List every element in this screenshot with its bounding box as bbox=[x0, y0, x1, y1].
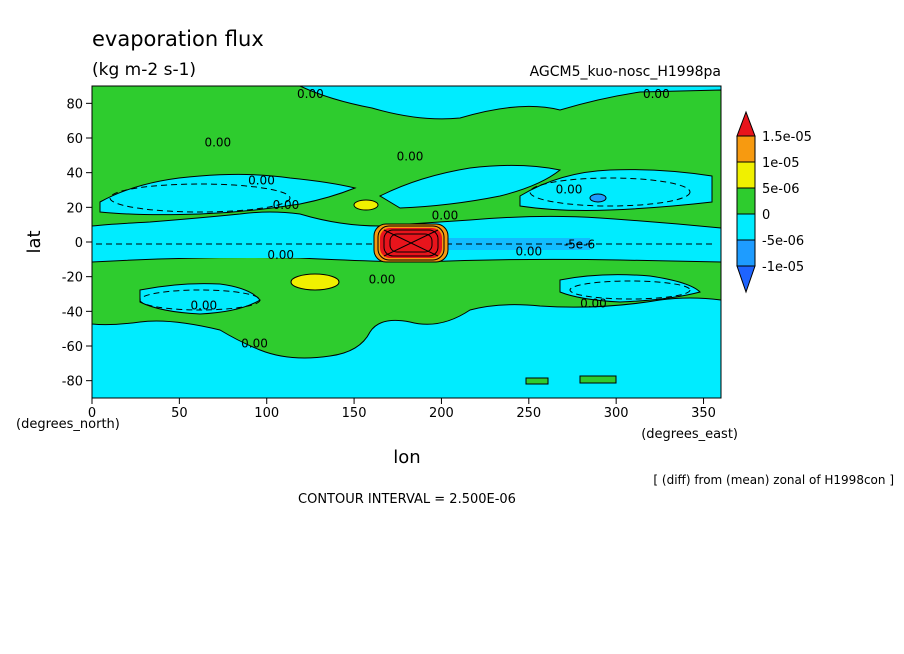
chart-title: evaporation flux bbox=[92, 27, 264, 51]
anomaly-contours bbox=[377, 225, 445, 261]
yellow-patch-south bbox=[290, 273, 340, 291]
contour-label-10: -5e-6 bbox=[564, 238, 595, 252]
y-tick-label-7: -60 bbox=[62, 340, 83, 355]
cyan-patch-nw bbox=[99, 173, 357, 216]
cyan-patch-ne bbox=[519, 169, 713, 211]
colorbar-swatch-orange bbox=[736, 135, 756, 163]
colorbar-label-1: 1e-05 bbox=[762, 156, 800, 171]
colorbar-label-4: -5e-06 bbox=[762, 234, 804, 249]
contour-label-0: 0.00 bbox=[297, 87, 324, 101]
yellow-patch-north bbox=[353, 199, 379, 211]
contour-label-5: 0.00 bbox=[556, 182, 583, 196]
contour-label-11: 0.00 bbox=[369, 272, 396, 286]
y-axis-label: lat bbox=[24, 230, 45, 253]
x-tick-label-7: 350 bbox=[691, 406, 716, 421]
green-patch-south-1 bbox=[525, 377, 549, 385]
cyan-patch-se bbox=[559, 274, 701, 303]
y-tick-label-1: 60 bbox=[66, 132, 83, 147]
y-axis: 80 60 40 20 0 -20 -40 -60 -80 bbox=[62, 97, 92, 390]
y-tick-label-5: -20 bbox=[62, 271, 83, 286]
cyan-patch-north-central bbox=[378, 164, 562, 209]
x-tick-label-5: 250 bbox=[516, 406, 541, 421]
contour-interval: CONTOUR INTERVAL = 2.500E-06 bbox=[298, 492, 516, 507]
x-tick-label-6: 300 bbox=[604, 406, 629, 421]
y-tick-label-4: 0 bbox=[75, 236, 83, 251]
colorbar-label-0: 1.5e-05 bbox=[762, 130, 812, 145]
negative-contours bbox=[109, 177, 691, 311]
diff-annotation: [ (diff) from (mean) zonal of H1998con ] bbox=[653, 473, 894, 487]
colorbar-swatch-cyan bbox=[736, 213, 756, 241]
contour-label-3: 0.00 bbox=[397, 149, 424, 163]
contour-label-14: 0.00 bbox=[241, 337, 268, 351]
colorbar-swatch-green bbox=[736, 187, 756, 215]
colorbar-swatch-yellow bbox=[736, 161, 756, 189]
y-tick-label-8: -80 bbox=[62, 375, 83, 390]
contour-label-12: 0.00 bbox=[190, 298, 217, 312]
x-tick-label-4: 200 bbox=[429, 406, 454, 421]
equatorial-blue-strip bbox=[440, 238, 590, 250]
contour-label-8: 0.00 bbox=[267, 248, 294, 262]
contour-label-2: 0.00 bbox=[204, 135, 231, 149]
y-unit-label: (degrees_north) bbox=[16, 417, 120, 432]
plot-area: 0.00 0.00 0.00 0.00 0.00 0.00 0.00 0.00 0.00 0.00… bbox=[92, 86, 721, 398]
colorbar-swatch-blue bbox=[736, 239, 756, 267]
x-axis: 0 50 100 150 200 250 300 350 bbox=[88, 398, 716, 421]
contour-label-7: 0.00 bbox=[432, 208, 459, 222]
x-tick-label-0: 0 bbox=[88, 406, 96, 421]
x-unit-label: (degrees_east) bbox=[641, 427, 738, 442]
y-tick-label-3: 20 bbox=[66, 201, 83, 216]
y-tick-label-0: 80 bbox=[66, 97, 83, 112]
y-tick-label-2: 40 bbox=[66, 167, 83, 182]
contour-labels: 0.00 0.00 0.00 0.00 0.00 0.00 0.00 0.00 0.00 0.00… bbox=[190, 87, 669, 351]
contour-label-4: 0.00 bbox=[248, 174, 275, 188]
x-axis-label: lon bbox=[393, 447, 420, 468]
x-tick-label-3: 150 bbox=[342, 406, 367, 421]
green-patch-south-2 bbox=[579, 375, 617, 384]
colorbar-label-3: 0 bbox=[762, 208, 770, 223]
blue-patch-ne bbox=[589, 193, 607, 203]
colorbar-label-2: 5e-06 bbox=[762, 182, 800, 197]
colorbar-top-arrow bbox=[736, 110, 756, 137]
chart-subtitle: (kg m-2 s-1) bbox=[92, 60, 196, 80]
contour-label-13: 0.00 bbox=[580, 297, 607, 311]
colorbar: 1.5e-05 1e-05 5e-06 0 -5e-06 -1e-05 bbox=[736, 110, 812, 294]
contour-label-6: 0.00 bbox=[273, 198, 300, 212]
y-tick-label-6: -40 bbox=[62, 305, 83, 320]
contour-label-9: 0.00 bbox=[515, 245, 542, 259]
x-tick-label-2: 100 bbox=[254, 406, 279, 421]
colorbar-label-5: -1e-05 bbox=[762, 260, 804, 275]
experiment-label: AGCM5_kuo-nosc_H1998pa bbox=[530, 64, 721, 80]
contour-label-1: 0.00 bbox=[643, 87, 670, 101]
x-tick-label-1: 50 bbox=[171, 406, 188, 421]
colorbar-bottom-arrow bbox=[736, 265, 756, 294]
